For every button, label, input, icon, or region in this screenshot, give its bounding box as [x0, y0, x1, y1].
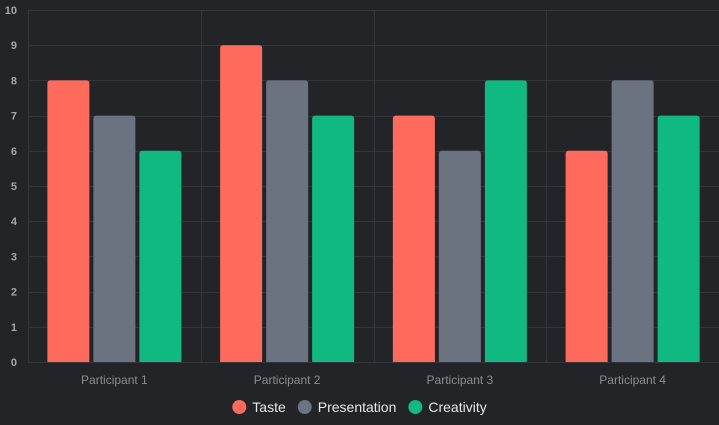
x-tick-label: Participant 4: [599, 373, 666, 387]
x-tick-label: Participant 1: [81, 373, 148, 387]
bar-creativity-4[interactable]: [657, 115, 700, 362]
y-tick-label: 6: [11, 146, 17, 158]
bar-creativity-1[interactable]: [139, 150, 182, 362]
y-tick-label: 3: [11, 251, 17, 263]
y-tick-label: 10: [5, 5, 17, 17]
legend: Taste Presentation Creativity: [232, 399, 487, 415]
bar-creativity-2[interactable]: [312, 115, 355, 362]
bar-presentation-3[interactable]: [438, 150, 481, 362]
legend-label: Creativity: [428, 399, 486, 415]
y-tick-label: 1: [11, 322, 17, 334]
bar-creativity-3[interactable]: [484, 80, 527, 363]
bar-taste-4[interactable]: [565, 150, 608, 362]
legend-label: Taste: [252, 399, 286, 415]
y-tick-label: 7: [11, 111, 17, 123]
legend-item-taste[interactable]: Taste: [232, 399, 286, 415]
legend-swatch: [408, 400, 423, 414]
legend-item-creativity[interactable]: Creativity: [408, 399, 487, 415]
bar-presentation-1[interactable]: [93, 115, 136, 362]
bars: [47, 45, 700, 363]
x-tick-label: Participant 3: [427, 373, 494, 387]
x-tick-label: Participant 2: [254, 373, 321, 387]
y-tick-label: 0: [11, 357, 17, 369]
bar-taste-3[interactable]: [392, 115, 435, 362]
bar-taste-2[interactable]: [220, 45, 263, 362]
legend-swatch: [232, 400, 247, 414]
legend-label: Presentation: [318, 399, 397, 415]
y-tick-label: 2: [11, 287, 17, 299]
bar-presentation-2[interactable]: [266, 80, 309, 363]
legend-swatch: [297, 400, 312, 414]
y-tick-label: 8: [11, 75, 17, 87]
legend-item-presentation[interactable]: Presentation: [297, 399, 397, 415]
x-axis: Participant 1 Participant 2 Participant 3 P…: [81, 373, 666, 387]
y-axis: 0 1 2 3 4 5 6 7 8 9 10: [5, 5, 18, 369]
y-tick-label: 9: [11, 40, 17, 52]
y-tick-label: 5: [11, 181, 17, 193]
bar-presentation-4[interactable]: [611, 80, 654, 363]
bar-taste-1[interactable]: [47, 80, 90, 363]
y-tick-label: 4: [11, 216, 18, 228]
